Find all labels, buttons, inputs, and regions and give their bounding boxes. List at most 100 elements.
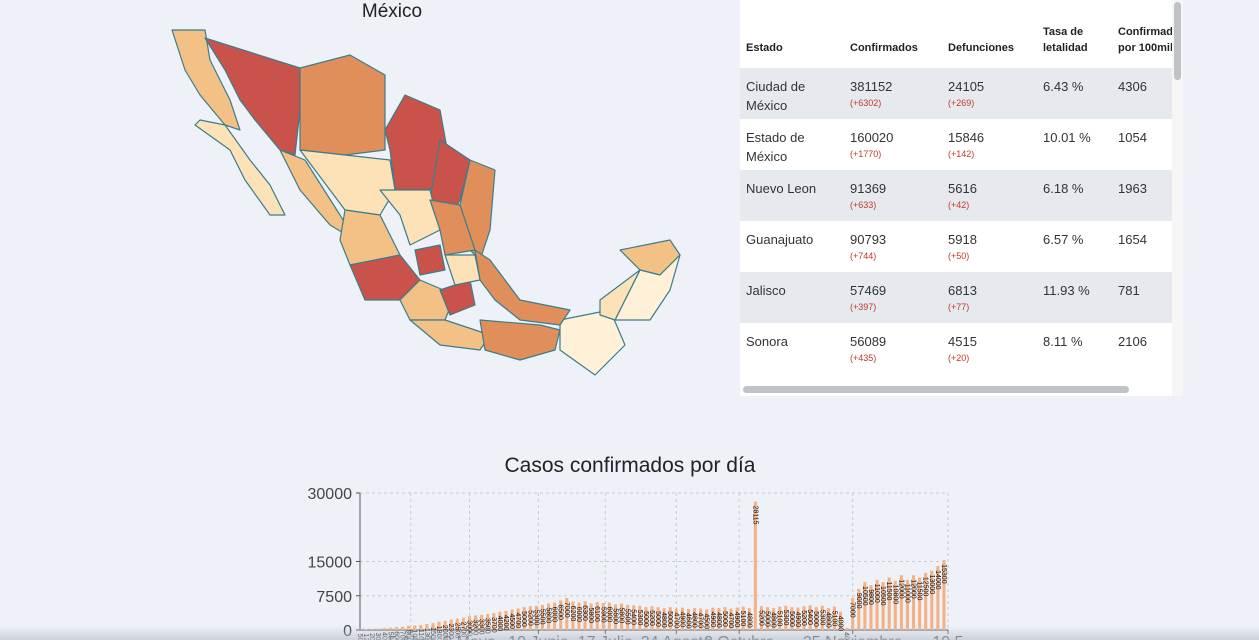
bar <box>699 608 703 630</box>
data-label: 9800 <box>867 589 874 605</box>
cell-text: 91369 <box>850 181 887 196</box>
data-label: 6000 <box>605 607 612 623</box>
data-label: 5100 <box>776 611 783 627</box>
header-text: Defunciones <box>948 42 1015 54</box>
chart-title: Casos confirmados por día <box>504 454 756 477</box>
table-body: Ciudad de México 381152 (+6302) 24105 (+269)… <box>740 68 1183 374</box>
cell-text: Estado de México <box>746 130 805 164</box>
data-label: 4900 <box>709 612 716 628</box>
cell: 4306 <box>1112 68 1183 119</box>
bar <box>717 608 721 630</box>
data-label: 5300 <box>818 610 825 626</box>
bar <box>680 607 684 630</box>
cell-text: 2106 <box>1118 334 1147 349</box>
bar <box>522 607 526 630</box>
state[interactable] <box>444 254 481 286</box>
column-header: Defunciones <box>942 0 1037 68</box>
delta: (+6302) <box>850 98 882 108</box>
bar <box>461 617 465 630</box>
state[interactable] <box>299 54 386 156</box>
data-label: 12500 <box>922 577 929 597</box>
bar <box>863 582 867 630</box>
cell-text: 4515 <box>948 334 977 349</box>
cell-text: 11.93 % <box>1043 283 1090 298</box>
data-label: 5000 <box>642 611 649 627</box>
bar <box>607 602 611 630</box>
bar <box>887 577 891 630</box>
bar <box>443 620 447 630</box>
bar <box>808 605 812 630</box>
bar <box>766 607 770 630</box>
state[interactable] <box>414 244 446 276</box>
bar <box>492 613 496 630</box>
data-label: 5300 <box>532 610 539 626</box>
cell: 4515 (+20) <box>942 323 1037 374</box>
cell-text: 781 <box>1118 283 1140 298</box>
bar <box>589 603 593 630</box>
cell: 1963 <box>1112 170 1183 221</box>
bar <box>832 606 836 630</box>
data-label: 5600 <box>611 608 618 624</box>
state[interactable] <box>474 249 571 326</box>
state[interactable] <box>479 319 561 361</box>
vertical-scrollbar[interactable] <box>1174 2 1181 80</box>
cell: 10.01 % <box>1037 119 1112 170</box>
data-label: 4900 <box>678 612 685 628</box>
cell: 2106 <box>1112 323 1183 374</box>
bar <box>826 608 830 630</box>
bar <box>814 607 818 630</box>
data-label: 5400 <box>630 609 637 625</box>
bar <box>851 598 855 630</box>
cell-text: 1963 <box>1118 181 1147 196</box>
data-label: 5900 <box>599 607 606 623</box>
cell-text: 56089 <box>850 334 887 349</box>
data-label: 6200 <box>569 606 576 622</box>
bar <box>796 607 800 630</box>
bar <box>693 608 697 630</box>
data-label: 5800 <box>618 608 625 624</box>
data-label: 4800 <box>824 612 831 628</box>
data-label: 11000 <box>903 584 910 603</box>
state[interactable] <box>599 269 641 321</box>
data-label: 4000 <box>496 616 503 632</box>
map <box>171 29 681 376</box>
cell-text: 6.43 % <box>1043 79 1084 94</box>
bar <box>437 621 441 630</box>
bar <box>498 611 502 630</box>
bar <box>650 606 654 630</box>
data-label: 4500 <box>703 613 710 629</box>
state[interactable] <box>194 119 286 216</box>
data-label: 5000 <box>764 611 771 627</box>
bar <box>644 607 648 630</box>
header-text: Tasa de letalidad <box>1043 26 1088 54</box>
data-label: 5200 <box>526 610 533 626</box>
bar <box>474 615 478 630</box>
state[interactable] <box>429 199 476 256</box>
state[interactable] <box>409 319 491 351</box>
bar <box>504 610 508 630</box>
data-label: 4700 <box>514 613 521 629</box>
cell: 8.11 % <box>1037 323 1112 374</box>
data-label: 28115 <box>751 506 758 525</box>
delta: (+77) <box>948 302 970 312</box>
data-label: 5000 <box>520 611 527 627</box>
data-label: 12000 <box>897 579 904 599</box>
table: Estado Confirmados Defunciones Tasa de leta… <box>740 0 1183 374</box>
state-table: Estado Confirmados Defunciones Tasa de leta… <box>740 0 1183 396</box>
data-label: 5300 <box>782 610 789 626</box>
state[interactable] <box>379 189 441 246</box>
data-label: 4800 <box>745 612 752 628</box>
bar <box>583 601 587 630</box>
bar <box>918 577 922 630</box>
delta: (+397) <box>850 302 877 312</box>
cell: 56089 (+435) <box>844 323 942 374</box>
data-label: 5800 <box>587 608 594 624</box>
cell-text: 5616 <box>948 181 977 196</box>
table-row: Sonora 56089 (+435) 4515 (+20) 8.11 % 2106 <box>740 323 1183 374</box>
bottom-shadow <box>0 626 1259 640</box>
bar <box>875 579 879 630</box>
bar <box>820 605 824 630</box>
horizontal-scrollbar[interactable] <box>743 386 1129 393</box>
cell-text: 6.18 % <box>1043 181 1084 196</box>
cell-text: Jalisco <box>746 283 786 298</box>
